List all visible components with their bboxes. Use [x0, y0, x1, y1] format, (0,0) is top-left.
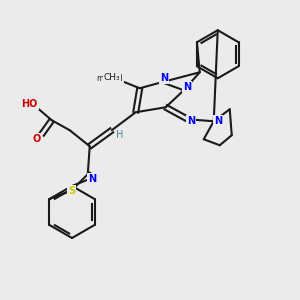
Text: N: N — [88, 174, 96, 184]
Text: H: H — [116, 130, 123, 140]
Text: HO: HO — [22, 99, 38, 109]
Text: N: N — [160, 73, 168, 83]
Text: CH₃: CH₃ — [103, 73, 120, 82]
Text: N: N — [187, 116, 195, 126]
Text: methyl: methyl — [96, 74, 123, 83]
Text: S: S — [68, 185, 75, 196]
Text: O: O — [33, 134, 41, 144]
Text: N: N — [183, 82, 191, 92]
Text: N: N — [214, 116, 222, 126]
